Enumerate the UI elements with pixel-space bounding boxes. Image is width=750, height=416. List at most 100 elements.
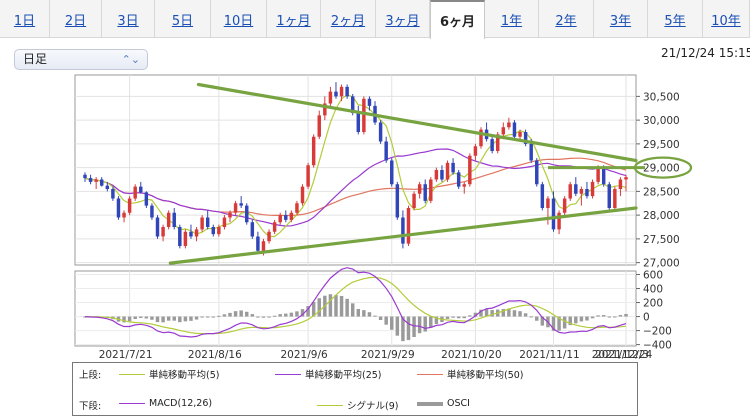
candle-body (261, 241, 266, 251)
osci-bar (228, 312, 232, 317)
osci-bar (373, 315, 377, 317)
osci-bar (529, 316, 533, 318)
osci-bar (423, 316, 427, 332)
osci-bar (261, 316, 266, 318)
candle-body (535, 160, 539, 185)
x-tick-label: 2021/12/24 (592, 349, 653, 361)
price-tick-label: 27,000 (643, 258, 680, 270)
price-panel (74, 74, 637, 266)
osci-bar (334, 295, 338, 317)
candle-period-select[interactable]: 日足 ⌃⌄ (14, 49, 148, 70)
tab-10[interactable]: 1年 (485, 0, 539, 38)
tab-4[interactable]: 5日 (155, 0, 211, 38)
candle-body (479, 129, 483, 147)
candle-body (551, 198, 556, 230)
tab-11[interactable]: 2年 (539, 0, 594, 38)
osci-bar (607, 316, 611, 318)
osci-bar (445, 316, 450, 319)
candle-body (323, 103, 327, 116)
osci-bar (557, 316, 561, 331)
osci-bar (250, 314, 255, 317)
candle-body (100, 179, 104, 186)
osci-bar (562, 316, 567, 329)
candle-body (468, 155, 472, 185)
osci-bar (122, 316, 126, 323)
x-tick-label: 2021/9/6 (281, 349, 328, 361)
tab-9[interactable]: 6ヶ月 (430, 0, 485, 39)
osci-bar (256, 316, 260, 318)
legend-item-ma25: 単純移動平均(25) (275, 367, 382, 381)
chart-legend: 上段: 単純移動平均(5) 単純移動平均(25) 単純移動平均(50) 下段: … (72, 362, 638, 416)
resistance-trendline (196, 82, 638, 163)
osci-bar (328, 294, 333, 317)
candle-body (83, 174, 87, 179)
tab-6[interactable]: 1ヶ月 (267, 0, 321, 38)
price-tick-label: 30,500 (643, 91, 680, 103)
candle-body (334, 91, 338, 97)
osci-bar (183, 316, 188, 322)
osci-bar (127, 316, 132, 322)
osci-bar (406, 316, 411, 341)
candle-body (311, 136, 316, 166)
candle-body (518, 132, 522, 137)
legend-label-ma5: 単純移動平均(5) (149, 370, 220, 381)
candle-body (194, 229, 199, 237)
legend-swatch-osci (417, 401, 443, 406)
legend-swatch-ma50 (417, 373, 443, 375)
candle-body (585, 189, 589, 197)
candle-body (189, 231, 193, 237)
osci-bar (356, 308, 361, 317)
tab-5[interactable]: 10日 (211, 0, 267, 38)
osci-bar (490, 310, 494, 317)
osci-bar (350, 303, 355, 317)
candle-body (607, 184, 611, 208)
osci-bar (579, 316, 584, 322)
price-tick-label: 29,000 (643, 163, 680, 175)
candle-body (367, 98, 372, 106)
candle-body (306, 165, 310, 187)
candle-body (166, 212, 171, 227)
candle-body (601, 167, 606, 185)
candle-body (350, 96, 355, 113)
osci-bar (200, 316, 204, 318)
candle-body (512, 122, 517, 137)
tab-7[interactable]: 2ヶ月 (321, 0, 376, 38)
tab-8[interactable]: 3ヶ月 (376, 0, 430, 38)
candle-body (557, 212, 561, 230)
osci-bar (535, 316, 539, 321)
osci-bar (574, 316, 578, 324)
tab-13[interactable]: 5年 (648, 0, 703, 38)
tab-2[interactable]: 2日 (50, 0, 102, 38)
legend-item-macd: MACD(12,26) (119, 398, 212, 409)
candle-body (116, 198, 121, 218)
candle-body (546, 198, 550, 208)
candle-body (94, 179, 98, 182)
osci-bar (585, 316, 589, 321)
candle-body (429, 179, 433, 201)
candle-body (183, 231, 188, 246)
price-tick-label: 30,000 (643, 115, 680, 127)
osci-bar (139, 316, 143, 318)
candle-body (228, 212, 232, 218)
candle-body (451, 162, 455, 173)
osci-bar (339, 296, 344, 317)
osci-bar (317, 298, 321, 317)
candle-body (406, 208, 411, 244)
osci-bar (501, 308, 506, 317)
osci-bar (161, 316, 165, 323)
tab-1[interactable]: 1日 (0, 0, 50, 38)
macd-tick-label: 600 (643, 270, 663, 282)
osci-bar (245, 311, 249, 317)
candle-body (613, 189, 617, 208)
macd-tick-label: −400 (643, 340, 672, 352)
tab-3[interactable]: 3日 (102, 0, 155, 38)
legend-lower-label: 下段: (79, 401, 102, 412)
candle-body (590, 181, 595, 197)
legend-item-signal: シグナル(9) (317, 398, 398, 412)
price-tick-label: 27,500 (643, 234, 680, 246)
legend-item-ma5: 単純移動平均(5) (119, 367, 219, 381)
candle-body (200, 217, 204, 230)
osci-bar (295, 311, 299, 317)
tab-12[interactable]: 3年 (594, 0, 648, 38)
